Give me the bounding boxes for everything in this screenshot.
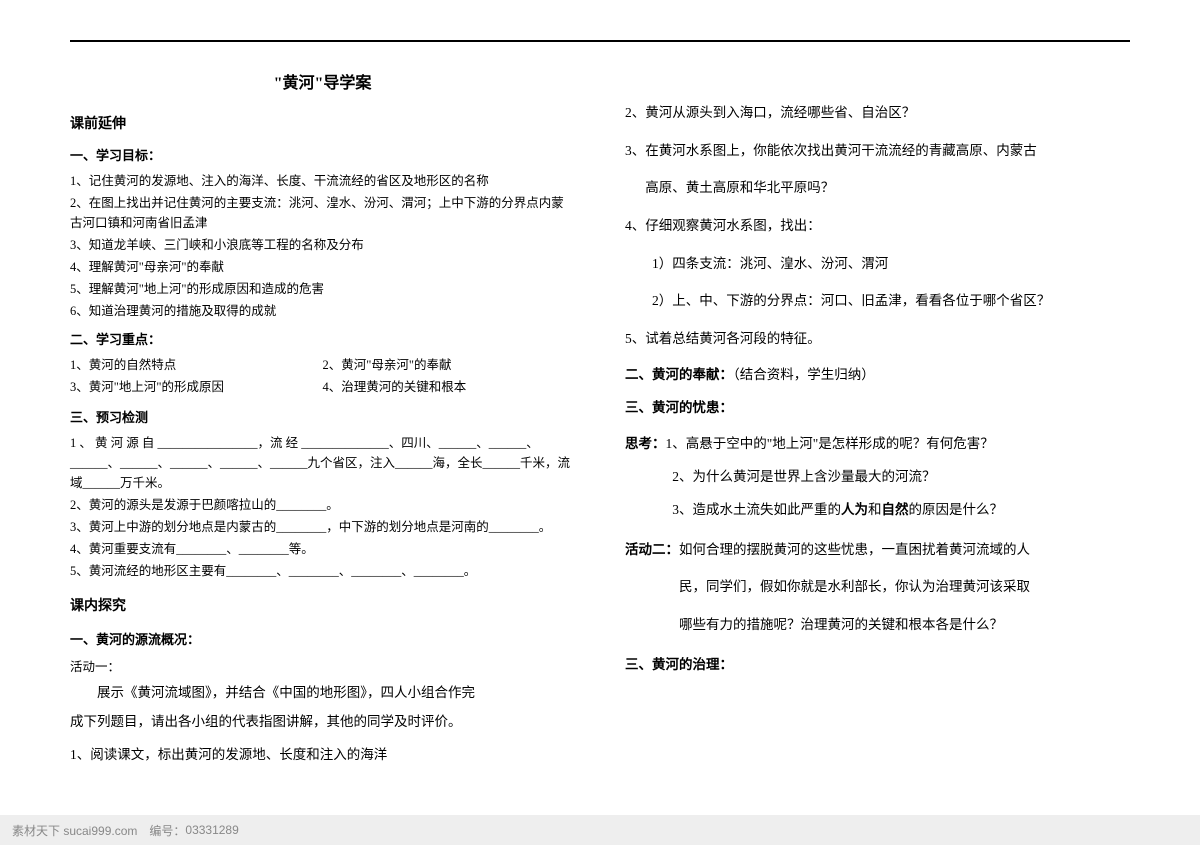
left-column: "黄河"导学案 课前延伸 一、学习目标： 1、记住黄河的发源地、注入的海洋、长度…: [70, 40, 575, 770]
activity2-text: 如何合理的摆脱黄河的这些忧患，一直困扰着黄河流域的人: [679, 542, 1030, 557]
top-divider: [70, 40, 1130, 42]
think-3-pre: 3、造成水土流失如此严重的: [672, 502, 841, 517]
keypoints-title: 二、学习重点：: [70, 329, 575, 351]
document-title: "黄河"导学案: [70, 70, 575, 97]
think-1: 思考：1、高悬于空中的"地上河"是怎样形成的呢？有何危害？: [625, 430, 1130, 457]
activity1-text: 展示《黄河流域图》，并结合《中国的地形图》，四人小组合作完: [70, 679, 575, 706]
think-2: 2、为什么黄河是世界上含沙量最大的河流？: [625, 463, 1130, 490]
question-5: 5、试着总结黄河各河段的特征。: [625, 324, 1130, 354]
think-label: 思考：: [625, 436, 666, 451]
think-3-bold2: 自然: [882, 502, 909, 517]
activity2-cont1: 民，同学们，假如你就是水利部长，你认为治理黄河该采取: [625, 572, 1130, 602]
goal-item: 2、在图上找出并记住黄河的主要支流：洮河、湟水、汾河、渭河；上中下游的分界点内蒙…: [70, 193, 575, 233]
question-3: 3、在黄河水系图上，你能依次找出黄河干流流经的青藏高原、内蒙古: [625, 136, 1130, 166]
think-3-mid: 和: [868, 502, 882, 517]
footer-bar: 素材天下 sucai999.com 编号：03331289: [0, 815, 1200, 845]
section-pre-extend: 课前延伸: [70, 113, 575, 137]
footer-id-label: 编号：: [149, 822, 185, 839]
question-4-1: 1）四条支流：洮河、湟水、汾河、渭河: [625, 249, 1130, 279]
contribution-note: （结合资料，学生归纳）: [733, 367, 875, 382]
activity2-cont2: 哪些有力的措施呢？治理黄河的关键和根本各是什么？: [625, 610, 1130, 640]
governance-title: 三、黄河的治理：: [625, 654, 1130, 677]
activity1-label: 活动一：: [70, 657, 575, 677]
source-flow-title: 一、黄河的源流概况：: [70, 629, 575, 651]
question-2: 2、黄河从源头到入海口，流经哪些省、自治区？: [625, 98, 1130, 128]
right-column: 2、黄河从源头到入海口，流经哪些省、自治区？ 3、在黄河水系图上，你能依次找出黄…: [625, 40, 1130, 770]
preview-item: 5、黄河流经的地形区主要有________、________、________、…: [70, 561, 575, 581]
preview-item: 2、黄河的源头是发源于巴颜喀拉山的________。: [70, 495, 575, 515]
contribution-title: 二、黄河的奉献：（结合资料，学生归纳）: [625, 364, 1130, 387]
goal-item: 4、理解黄河"母亲河"的奉献: [70, 257, 575, 277]
keypoint-item: 2、黄河"母亲河"的奉献: [323, 355, 576, 375]
contribution-label: 二、黄河的奉献：: [625, 367, 733, 382]
activity1-q1: 1、阅读课文，标出黄河的发源地、长度和注入的海洋: [70, 741, 575, 768]
footer-id-value: 03331289: [185, 823, 238, 837]
worry-title: 三、黄河的忧患：: [625, 397, 1130, 420]
think-3-bold1: 人为: [841, 502, 868, 517]
keypoint-item: 3、黄河"地上河"的形成原因: [70, 377, 323, 397]
activity1-text: 成下列题目，请出各小组的代表指图讲解，其他的同学及时评价。: [70, 708, 575, 735]
preview-item: 3、黄河上中游的划分地点是内蒙古的________，中下游的划分地点是河南的__…: [70, 517, 575, 537]
think-3-post: 的原因是什么？: [909, 502, 1004, 517]
preview-title: 三、预习检测: [70, 407, 575, 429]
preview-item: 1 、 黄 河 源 自 ________________，流 经 _______…: [70, 433, 575, 493]
section-in-class: 课内探究: [70, 595, 575, 619]
think-3: 3、造成水土流失如此严重的人为和自然的原因是什么？: [625, 496, 1130, 523]
think-1-text: 1、高悬于空中的"地上河"是怎样形成的呢？有何危害？: [666, 436, 994, 451]
goal-item: 3、知道龙羊峡、三门峡和小浪底等工程的名称及分布: [70, 235, 575, 255]
question-4: 4、仔细观察黄河水系图，找出：: [625, 211, 1130, 241]
activity2: 活动二：如何合理的摆脱黄河的这些忧患，一直困扰着黄河流域的人: [625, 535, 1130, 565]
question-4-2: 2）上、中、下游的分界点：河口、旧孟津，看看各位于哪个省区？: [625, 286, 1130, 316]
activity2-label: 活动二：: [625, 542, 679, 557]
keypoint-item: 1、黄河的自然特点: [70, 355, 323, 375]
goals-title: 一、学习目标：: [70, 145, 575, 167]
goal-item: 5、理解黄河"地上河"的形成原因和造成的危害: [70, 279, 575, 299]
goal-item: 6、知道治理黄河的措施及取得的成就: [70, 301, 575, 321]
footer-domain: 素材天下 sucai999.com: [12, 822, 137, 839]
keypoints-container: 1、黄河的自然特点 2、黄河"母亲河"的奉献 3、黄河"地上河"的形成原因 4、…: [70, 355, 575, 399]
keypoint-item: 4、治理黄河的关键和根本: [323, 377, 576, 397]
question-3-cont: 高原、黄土高原和华北平原吗？: [625, 173, 1130, 203]
preview-item: 4、黄河重要支流有________、________等。: [70, 539, 575, 559]
document-content: "黄河"导学案 课前延伸 一、学习目标： 1、记住黄河的发源地、注入的海洋、长度…: [0, 0, 1200, 790]
goal-item: 1、记住黄河的发源地、注入的海洋、长度、干流流经的省区及地形区的名称: [70, 171, 575, 191]
